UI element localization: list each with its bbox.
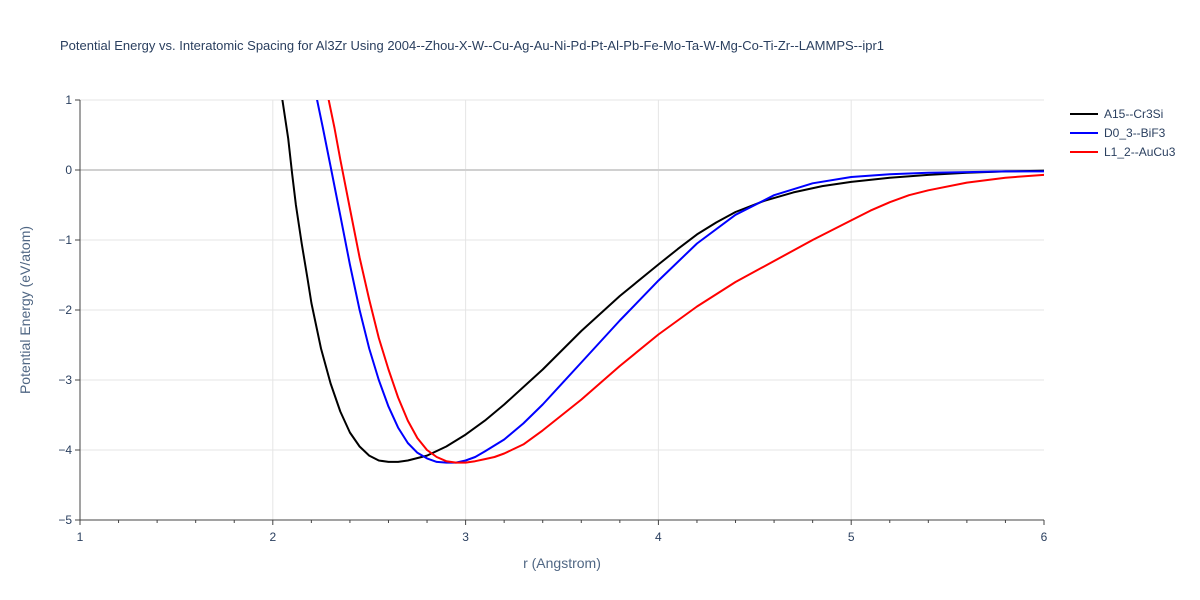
legend-label: L1_2--AuCu3 <box>1104 145 1176 159</box>
legend-label: A15--Cr3Si <box>1104 107 1163 121</box>
series-line-d0-3-bif3 <box>316 100 1044 464</box>
series-layer <box>281 100 1044 464</box>
legend-label: D0_3--BiF3 <box>1104 126 1166 140</box>
y-tick-label: 1 <box>65 93 72 107</box>
y-tick-label: −4 <box>58 443 72 457</box>
x-tick-label: 1 <box>77 530 84 544</box>
y-axis-title: Potential Energy (eV/atom) <box>17 226 33 394</box>
y-tick-label: −1 <box>58 233 72 247</box>
x-tick-label: 2 <box>269 530 276 544</box>
x-tick-label: 5 <box>848 530 855 544</box>
y-tick-label: −2 <box>58 303 72 317</box>
x-tick-label: 4 <box>655 530 662 544</box>
series-line-a15-cr3si <box>281 100 1044 463</box>
x-axis-title: r (Angstrom) <box>523 555 601 571</box>
tick-labels: 1 2 3 4 5 6 −5 −4 −3 −2 −1 0 1 <box>58 93 1047 544</box>
chart-title: Potential Energy vs. Interatomic Spacing… <box>60 38 884 53</box>
y-tick-label: −3 <box>58 373 72 387</box>
legend: A15--Cr3Si D0_3--BiF3 L1_2--AuCu3 <box>1070 107 1176 159</box>
y-tick-label: 0 <box>65 163 72 177</box>
gridlines <box>80 99 1044 520</box>
y-tick-label: −5 <box>58 513 72 527</box>
axes <box>75 99 1045 525</box>
series-line-l1-2-aucu3 <box>327 100 1044 464</box>
x-tick-label: 6 <box>1041 530 1048 544</box>
x-tick-label: 3 <box>462 530 469 544</box>
